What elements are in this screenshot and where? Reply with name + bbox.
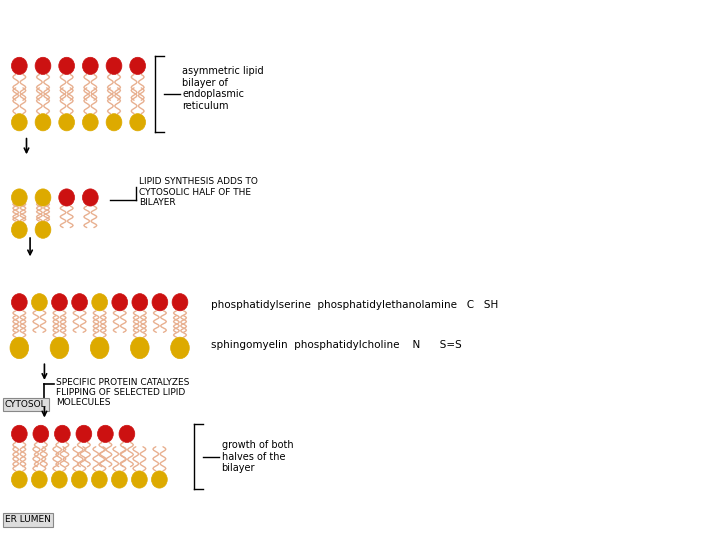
Ellipse shape xyxy=(97,426,113,442)
Ellipse shape xyxy=(132,294,148,311)
Ellipse shape xyxy=(12,221,27,238)
Ellipse shape xyxy=(59,57,75,75)
Ellipse shape xyxy=(106,113,122,131)
Ellipse shape xyxy=(10,337,29,359)
Text: phosphatidylserine  phosphatidylethanolamine   C   SH: phosphatidylserine phosphatidylethanolam… xyxy=(211,300,498,310)
Ellipse shape xyxy=(130,337,149,359)
Text: LIPID SYNTHESIS ADDS TO
CYTOSOLIC HALF OF THE
BILAYER: LIPID SYNTHESIS ADDS TO CYTOSOLIC HALF O… xyxy=(139,177,258,207)
Ellipse shape xyxy=(35,221,51,238)
Ellipse shape xyxy=(171,337,189,359)
Ellipse shape xyxy=(12,189,27,206)
Ellipse shape xyxy=(90,337,109,359)
Ellipse shape xyxy=(130,57,145,75)
Text: growth of both
halves of the
bilayer: growth of both halves of the bilayer xyxy=(222,440,293,473)
Ellipse shape xyxy=(12,113,27,131)
Ellipse shape xyxy=(112,471,127,488)
Ellipse shape xyxy=(172,294,188,311)
Ellipse shape xyxy=(12,294,27,311)
Ellipse shape xyxy=(12,471,27,488)
Text: SPECIFIC PROTEIN CATALYZES
FLIPPING OF SELECTED LIPID
MOLECULES: SPECIFIC PROTEIN CATALYZES FLIPPING OF S… xyxy=(56,377,189,407)
Ellipse shape xyxy=(55,426,71,442)
Ellipse shape xyxy=(132,471,148,488)
Text: sphingomyelin  phosphatidylcholine    N      S=S: sphingomyelin phosphatidylcholine N S=S xyxy=(211,340,462,350)
Ellipse shape xyxy=(130,113,145,131)
Ellipse shape xyxy=(152,294,168,311)
Ellipse shape xyxy=(82,189,98,206)
Ellipse shape xyxy=(59,189,75,206)
Ellipse shape xyxy=(119,426,135,442)
Ellipse shape xyxy=(35,189,51,206)
Ellipse shape xyxy=(112,294,127,311)
Ellipse shape xyxy=(72,294,87,311)
Ellipse shape xyxy=(52,294,68,311)
Ellipse shape xyxy=(106,57,122,75)
Text: CYTOSOL: CYTOSOL xyxy=(5,400,47,409)
Ellipse shape xyxy=(71,471,87,488)
Ellipse shape xyxy=(82,113,98,131)
Ellipse shape xyxy=(51,471,67,488)
Ellipse shape xyxy=(35,113,51,131)
Ellipse shape xyxy=(91,294,107,311)
Ellipse shape xyxy=(32,294,48,311)
Ellipse shape xyxy=(33,426,49,442)
Ellipse shape xyxy=(32,471,48,488)
Ellipse shape xyxy=(59,113,75,131)
Ellipse shape xyxy=(35,57,51,75)
Ellipse shape xyxy=(76,426,91,442)
Ellipse shape xyxy=(91,471,107,488)
Ellipse shape xyxy=(151,471,167,488)
Ellipse shape xyxy=(12,57,27,75)
Ellipse shape xyxy=(12,426,27,442)
Text: ER LUMEN: ER LUMEN xyxy=(5,515,51,524)
Text: asymmetric lipid
bilayer of
endoplasmic
reticulum: asymmetric lipid bilayer of endoplasmic … xyxy=(182,66,264,111)
Ellipse shape xyxy=(82,57,98,75)
Ellipse shape xyxy=(50,337,69,359)
